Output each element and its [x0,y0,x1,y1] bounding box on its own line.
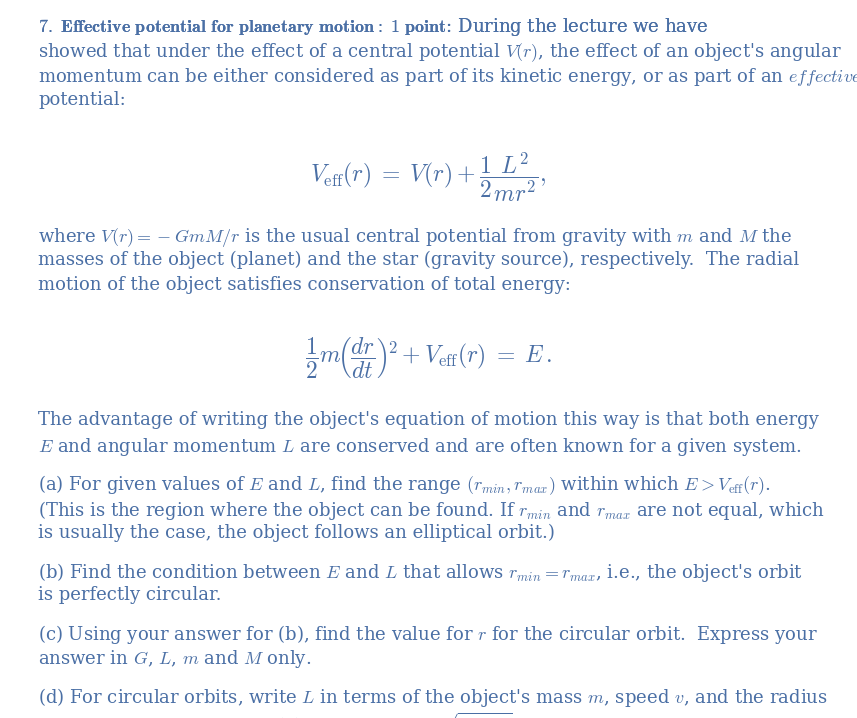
Text: $\dfrac{1}{2}m\!\left(\dfrac{dr}{dt}\right)^{\!2} + V_{\mathrm{eff}}(r) \;=\; E\: $\dfrac{1}{2}m\!\left(\dfrac{dr}{dt}\rig… [304,336,551,381]
Text: $\mathbf{7.\ Effective\ potential\ for\ planetary\ motion:\ 1\ point}$: During t: $\mathbf{7.\ Effective\ potential\ for\ … [38,16,709,38]
Text: is usually the case, the object follows an elliptical orbit.): is usually the case, the object follows … [38,523,554,542]
Text: masses of the object (planet) and the star (gravity source), respectively.  The : masses of the object (planet) and the st… [38,251,800,269]
Text: momentum can be either considered as part of its kinetic energy, or as part of a: momentum can be either considered as par… [38,66,857,88]
Text: answer in $G$, $L$, $m$ and $M$ only.: answer in $G$, $L$, $m$ and $M$ only. [38,648,311,671]
Text: (a) For given values of $E$ and $L$, find the range $(r_{min}, r_{max})$ within : (a) For given values of $E$ and $L$, fin… [38,473,771,498]
Text: showed that under the effect of a central potential $V(r)$, the effect of an obj: showed that under the effect of a centra… [38,41,842,64]
Text: $\mathbf{7.\ Effective\ potential\ for\ planetary\ motion:\ 1\ point}$: During t: $\mathbf{7.\ Effective\ potential\ for\ … [38,16,709,38]
Text: (c) Using your answer for (b), find the value for $r$ for the circular orbit.  E: (c) Using your answer for (b), find the … [38,623,818,646]
Text: $E$ and angular momentum $L$ are conserved and are often known for a given syste: $E$ and angular momentum $L$ are conserv… [38,436,802,458]
Text: (This is the region where the object can be found. If $r_{min}$ and $r_{max}$ ar: (This is the region where the object can… [38,498,825,521]
Text: (d) For circular orbits, write $L$ in terms of the object's mass $m$, speed $v$,: (d) For circular orbits, write $L$ in te… [38,686,828,709]
Text: $r$.  Using your result from (c), show that $v = \sqrt{GM/r}$ as we expected for: $r$. Using your result from (c), show th… [38,711,802,718]
Text: is perfectly circular.: is perfectly circular. [38,586,221,604]
Text: $V_{\mathrm{eff}}(r) \;=\; V(r) + \dfrac{1}{2}\dfrac{L^2}{mr^2},$: $V_{\mathrm{eff}}(r) \;=\; V(r) + \dfrac… [309,151,546,205]
Text: where $V(r) = -GmM/r$ is the usual central potential from gravity with $m$ and $: where $V(r) = -GmM/r$ is the usual centr… [38,226,792,249]
Text: (b) Find the condition between $E$ and $L$ that allows $r_{min} = r_{max}$, i.e.: (b) Find the condition between $E$ and $… [38,561,803,584]
Text: motion of the object satisfies conservation of total energy:: motion of the object satisfies conservat… [38,276,571,294]
Text: potential:: potential: [38,91,126,109]
Text: The advantage of writing the object's equation of motion this way is that both e: The advantage of writing the object's eq… [38,411,818,429]
